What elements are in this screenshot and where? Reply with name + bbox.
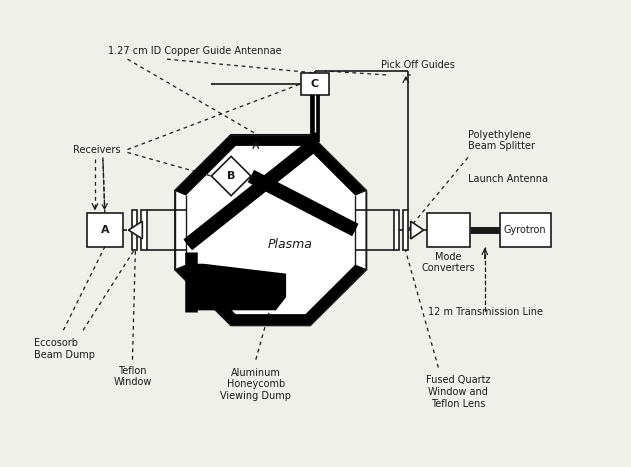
Bar [133,211,138,250]
Text: Mode
Converters: Mode Converters [422,252,475,273]
Bar [394,211,399,250]
Bar [141,211,147,250]
Bar [403,211,408,250]
Polygon shape [231,314,310,325]
Text: Plasma: Plasma [268,238,313,251]
Polygon shape [175,135,367,325]
Polygon shape [175,135,235,195]
Polygon shape [211,156,251,196]
Text: C: C [311,79,319,89]
Polygon shape [231,135,310,146]
Bar [301,73,329,94]
Polygon shape [306,265,367,325]
Text: A: A [100,225,109,235]
Polygon shape [129,221,143,239]
Text: 12 m Transmission Line: 12 m Transmission Line [428,307,543,317]
Text: 1.27 cm ID Copper Guide Antennae: 1.27 cm ID Copper Guide Antennae [108,46,281,57]
Text: Pick Off Guides: Pick Off Guides [381,60,455,70]
Bar [87,213,122,247]
Text: B: B [227,171,235,181]
Text: Gyrotron: Gyrotron [504,225,546,235]
Polygon shape [175,265,235,325]
Text: Receivers: Receivers [73,144,121,155]
Polygon shape [187,264,285,310]
Text: Eccosorb
Beam Dump: Eccosorb Beam Dump [34,338,95,360]
Text: Launch Antenna: Launch Antenna [468,174,548,184]
Bar [500,213,551,247]
Polygon shape [306,135,367,195]
Bar [427,213,470,247]
Text: Polyethylene
Beam Splitter: Polyethylene Beam Splitter [468,130,535,151]
Text: Fused Quartz
Window and
Teflon Lens: Fused Quartz Window and Teflon Lens [426,375,490,409]
Text: Teflon
Window: Teflon Window [113,366,151,387]
Polygon shape [411,221,423,239]
Text: Aluminum
Honeycomb
Viewing Dump: Aluminum Honeycomb Viewing Dump [220,368,292,401]
